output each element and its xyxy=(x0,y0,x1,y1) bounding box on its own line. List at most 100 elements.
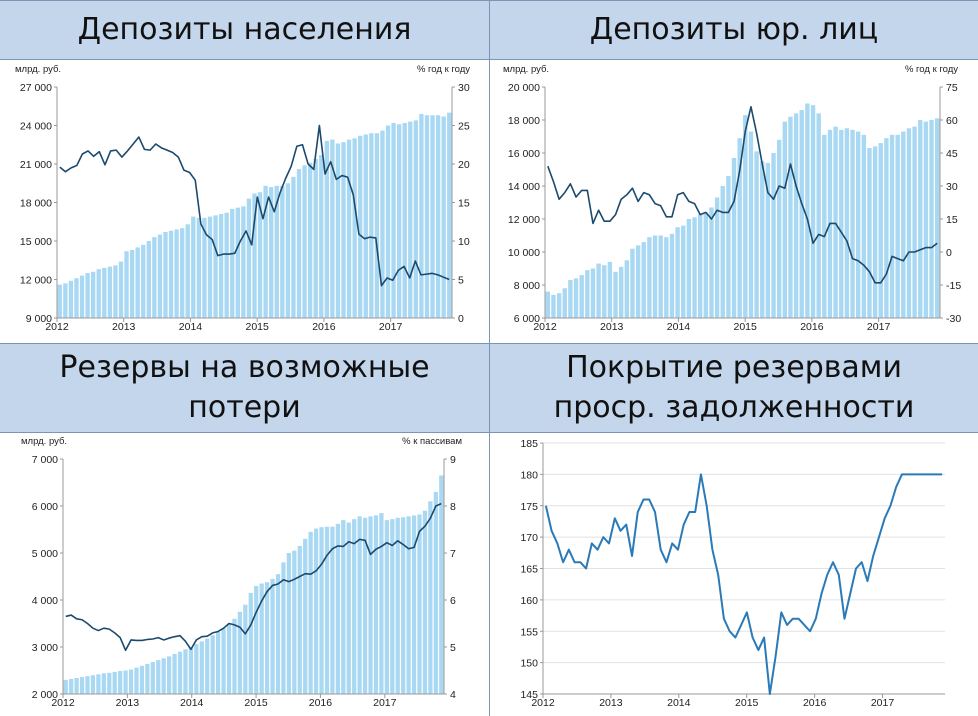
x-tick-label: 2016 xyxy=(312,321,336,333)
bar xyxy=(675,227,680,318)
bar xyxy=(754,151,759,318)
title-text-line2: потери xyxy=(188,390,301,425)
bar xyxy=(357,516,362,694)
bar xyxy=(714,197,720,318)
bar xyxy=(291,176,296,318)
title-text-line1: Резервы на возможные xyxy=(59,350,430,385)
x-tick-label: 2014 xyxy=(179,321,203,333)
bar xyxy=(177,651,183,694)
bar xyxy=(307,162,313,318)
x-tick-label: 2013 xyxy=(600,321,624,333)
y-tick-label-right: 0 xyxy=(458,313,464,325)
series-line xyxy=(59,124,450,287)
y-tick-label-left: 21 000 xyxy=(20,159,52,171)
panel-title-corporate-deposits: Депозиты юр. лиц xyxy=(490,0,978,60)
bar xyxy=(129,249,135,318)
bar xyxy=(590,268,596,318)
y-tick-label-left: 155 xyxy=(520,626,538,638)
bar xyxy=(210,635,215,694)
bar xyxy=(112,671,117,694)
series-line xyxy=(544,473,943,695)
bar xyxy=(867,148,872,318)
y-tick-label-right: 30 xyxy=(458,82,470,94)
bar xyxy=(411,515,417,694)
bar xyxy=(330,526,335,694)
bar xyxy=(929,120,934,318)
bar xyxy=(602,265,607,318)
bar xyxy=(252,193,257,318)
x-tick-label: 2014 xyxy=(667,697,691,709)
bar xyxy=(150,662,155,694)
bar xyxy=(243,604,248,694)
x-tick-label: 2013 xyxy=(599,697,623,709)
bar xyxy=(368,516,373,694)
bar xyxy=(96,674,101,694)
bar xyxy=(906,128,912,318)
bar xyxy=(280,185,285,318)
bar xyxy=(285,183,291,318)
x-tick-label: 2016 xyxy=(803,697,827,709)
bar xyxy=(313,158,318,318)
bar xyxy=(85,676,90,694)
y-tick-label-left: 20 000 xyxy=(508,82,540,94)
bar xyxy=(188,647,194,694)
bar xyxy=(391,122,396,319)
bar xyxy=(918,120,923,318)
bar xyxy=(118,261,124,318)
title-text: Депозиты юр. лиц xyxy=(589,12,879,47)
bar xyxy=(218,214,224,318)
y-tick-label-right: -15 xyxy=(946,280,961,292)
y-tick-label-left: 145 xyxy=(520,689,538,701)
bar xyxy=(341,520,346,694)
bar xyxy=(373,515,379,694)
bar xyxy=(630,248,635,318)
bar xyxy=(731,157,737,318)
bar xyxy=(384,520,389,694)
bar xyxy=(346,522,351,694)
bar xyxy=(805,103,810,318)
bar xyxy=(380,130,385,318)
bar xyxy=(90,675,96,694)
unit-label-left: млрд. руб. xyxy=(21,436,67,447)
bar xyxy=(652,235,658,318)
bar xyxy=(152,237,157,318)
bar xyxy=(760,161,765,318)
bar xyxy=(254,585,259,694)
bar xyxy=(235,207,240,318)
bar xyxy=(319,527,324,694)
bar xyxy=(324,140,329,318)
bar xyxy=(145,663,150,694)
y-tick-label-right: 45 xyxy=(946,148,958,160)
bar xyxy=(607,261,613,318)
x-tick-label: 2012 xyxy=(531,697,555,709)
y-tick-label-right: 0 xyxy=(946,247,952,259)
bar xyxy=(79,275,85,318)
y-tick-label-right: 15 xyxy=(458,198,470,210)
y-tick-label-left: 5 000 xyxy=(32,548,58,560)
x-tick-label: 2017 xyxy=(373,697,397,709)
bar xyxy=(664,237,669,318)
y-tick-label-right: 20 xyxy=(458,159,470,171)
y-tick-label-left: 16 000 xyxy=(508,148,540,160)
bar xyxy=(413,120,419,319)
bar xyxy=(241,206,246,318)
bar xyxy=(748,131,754,318)
y-tick-label-right: -30 xyxy=(946,313,961,325)
x-tick-label: 2016 xyxy=(800,321,824,333)
y-tick-label-left: 12 000 xyxy=(20,275,52,287)
bar xyxy=(183,649,188,694)
y-tick-label-left: 7 000 xyxy=(32,454,58,466)
x-tick-label: 2015 xyxy=(735,697,759,709)
bar xyxy=(872,146,878,318)
bar xyxy=(281,562,286,694)
series-line xyxy=(65,502,442,652)
y-tick-label-left: 150 xyxy=(520,658,538,670)
bar xyxy=(346,139,352,318)
bar xyxy=(788,116,793,318)
unit-label-right: % к пассивам xyxy=(402,436,462,447)
y-tick-label-left: 14 000 xyxy=(508,181,540,193)
bar xyxy=(74,278,79,318)
y-tick-label-left: 6 000 xyxy=(514,313,540,325)
bar xyxy=(435,115,441,318)
